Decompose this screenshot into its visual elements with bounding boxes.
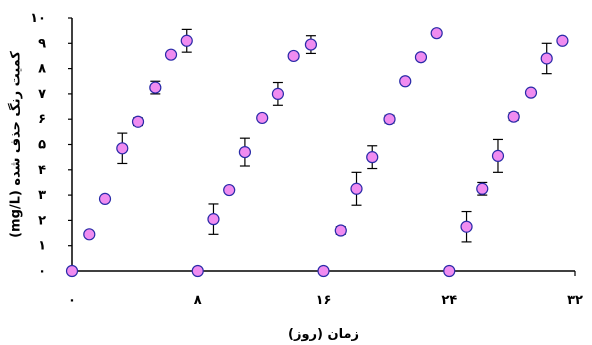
y-tick-label: ۸	[38, 62, 46, 77]
data-point	[366, 151, 379, 164]
data-point	[414, 51, 428, 64]
data-points	[65, 27, 569, 278]
y-tick-label: ۴	[38, 163, 46, 178]
data-point	[443, 264, 456, 278]
data-point	[304, 38, 318, 51]
y-tick-label: ۹	[38, 36, 46, 51]
data-point	[491, 149, 505, 162]
data-point	[476, 182, 489, 195]
y-tick-label: ۷	[38, 87, 46, 102]
y-tick-label: ۱	[38, 239, 46, 254]
data-point	[191, 264, 204, 278]
data-point	[271, 87, 285, 101]
data-point	[350, 182, 363, 195]
y-axis-title: کمیت رنگ حذف شده (mg/L)	[8, 51, 24, 238]
data-point	[180, 34, 193, 47]
x-tick-label: ۱۶	[316, 293, 332, 308]
data-point	[317, 264, 330, 278]
data-point	[223, 183, 236, 197]
data-point	[507, 110, 520, 123]
x-tick-label: ۳۲	[567, 293, 583, 308]
y-tick-label: ۱۰	[30, 11, 46, 26]
y-tick-label: ۲	[38, 213, 46, 228]
data-point	[98, 192, 112, 205]
data-point	[83, 228, 96, 241]
data-point	[207, 213, 220, 226]
y-tick-label: ۳	[38, 188, 46, 203]
data-point	[131, 115, 145, 128]
data-point	[65, 264, 79, 278]
x-tick-label: ۲۴	[441, 293, 457, 308]
data-point	[556, 34, 569, 47]
data-point	[399, 75, 412, 88]
axes	[71, 18, 575, 272]
data-point	[430, 27, 443, 40]
data-point	[287, 49, 300, 63]
data-point	[383, 113, 396, 126]
y-tick-label: ۶	[38, 112, 46, 127]
data-point	[164, 48, 178, 61]
data-point	[238, 145, 252, 159]
x-tick-label: ۰	[68, 293, 76, 308]
data-point	[460, 220, 473, 233]
y-tick-label: ۰	[38, 264, 46, 279]
x-tick-label: ۸	[194, 293, 202, 308]
data-point	[334, 224, 347, 237]
data-point	[540, 52, 553, 65]
data-point	[116, 142, 129, 155]
data-point	[149, 81, 162, 94]
y-tick-label: ۵	[38, 138, 46, 153]
ticks: ۰ ۱ ۲ ۳ ۴ ۵ ۶ ۷ ۸ ۹ ۱۰ ۰ ۸ ۱۶ ۲۴ ۳۲	[30, 11, 583, 308]
data-point	[524, 86, 538, 99]
data-point	[256, 111, 269, 125]
x-axis-title: زمان (روز)	[288, 327, 359, 342]
